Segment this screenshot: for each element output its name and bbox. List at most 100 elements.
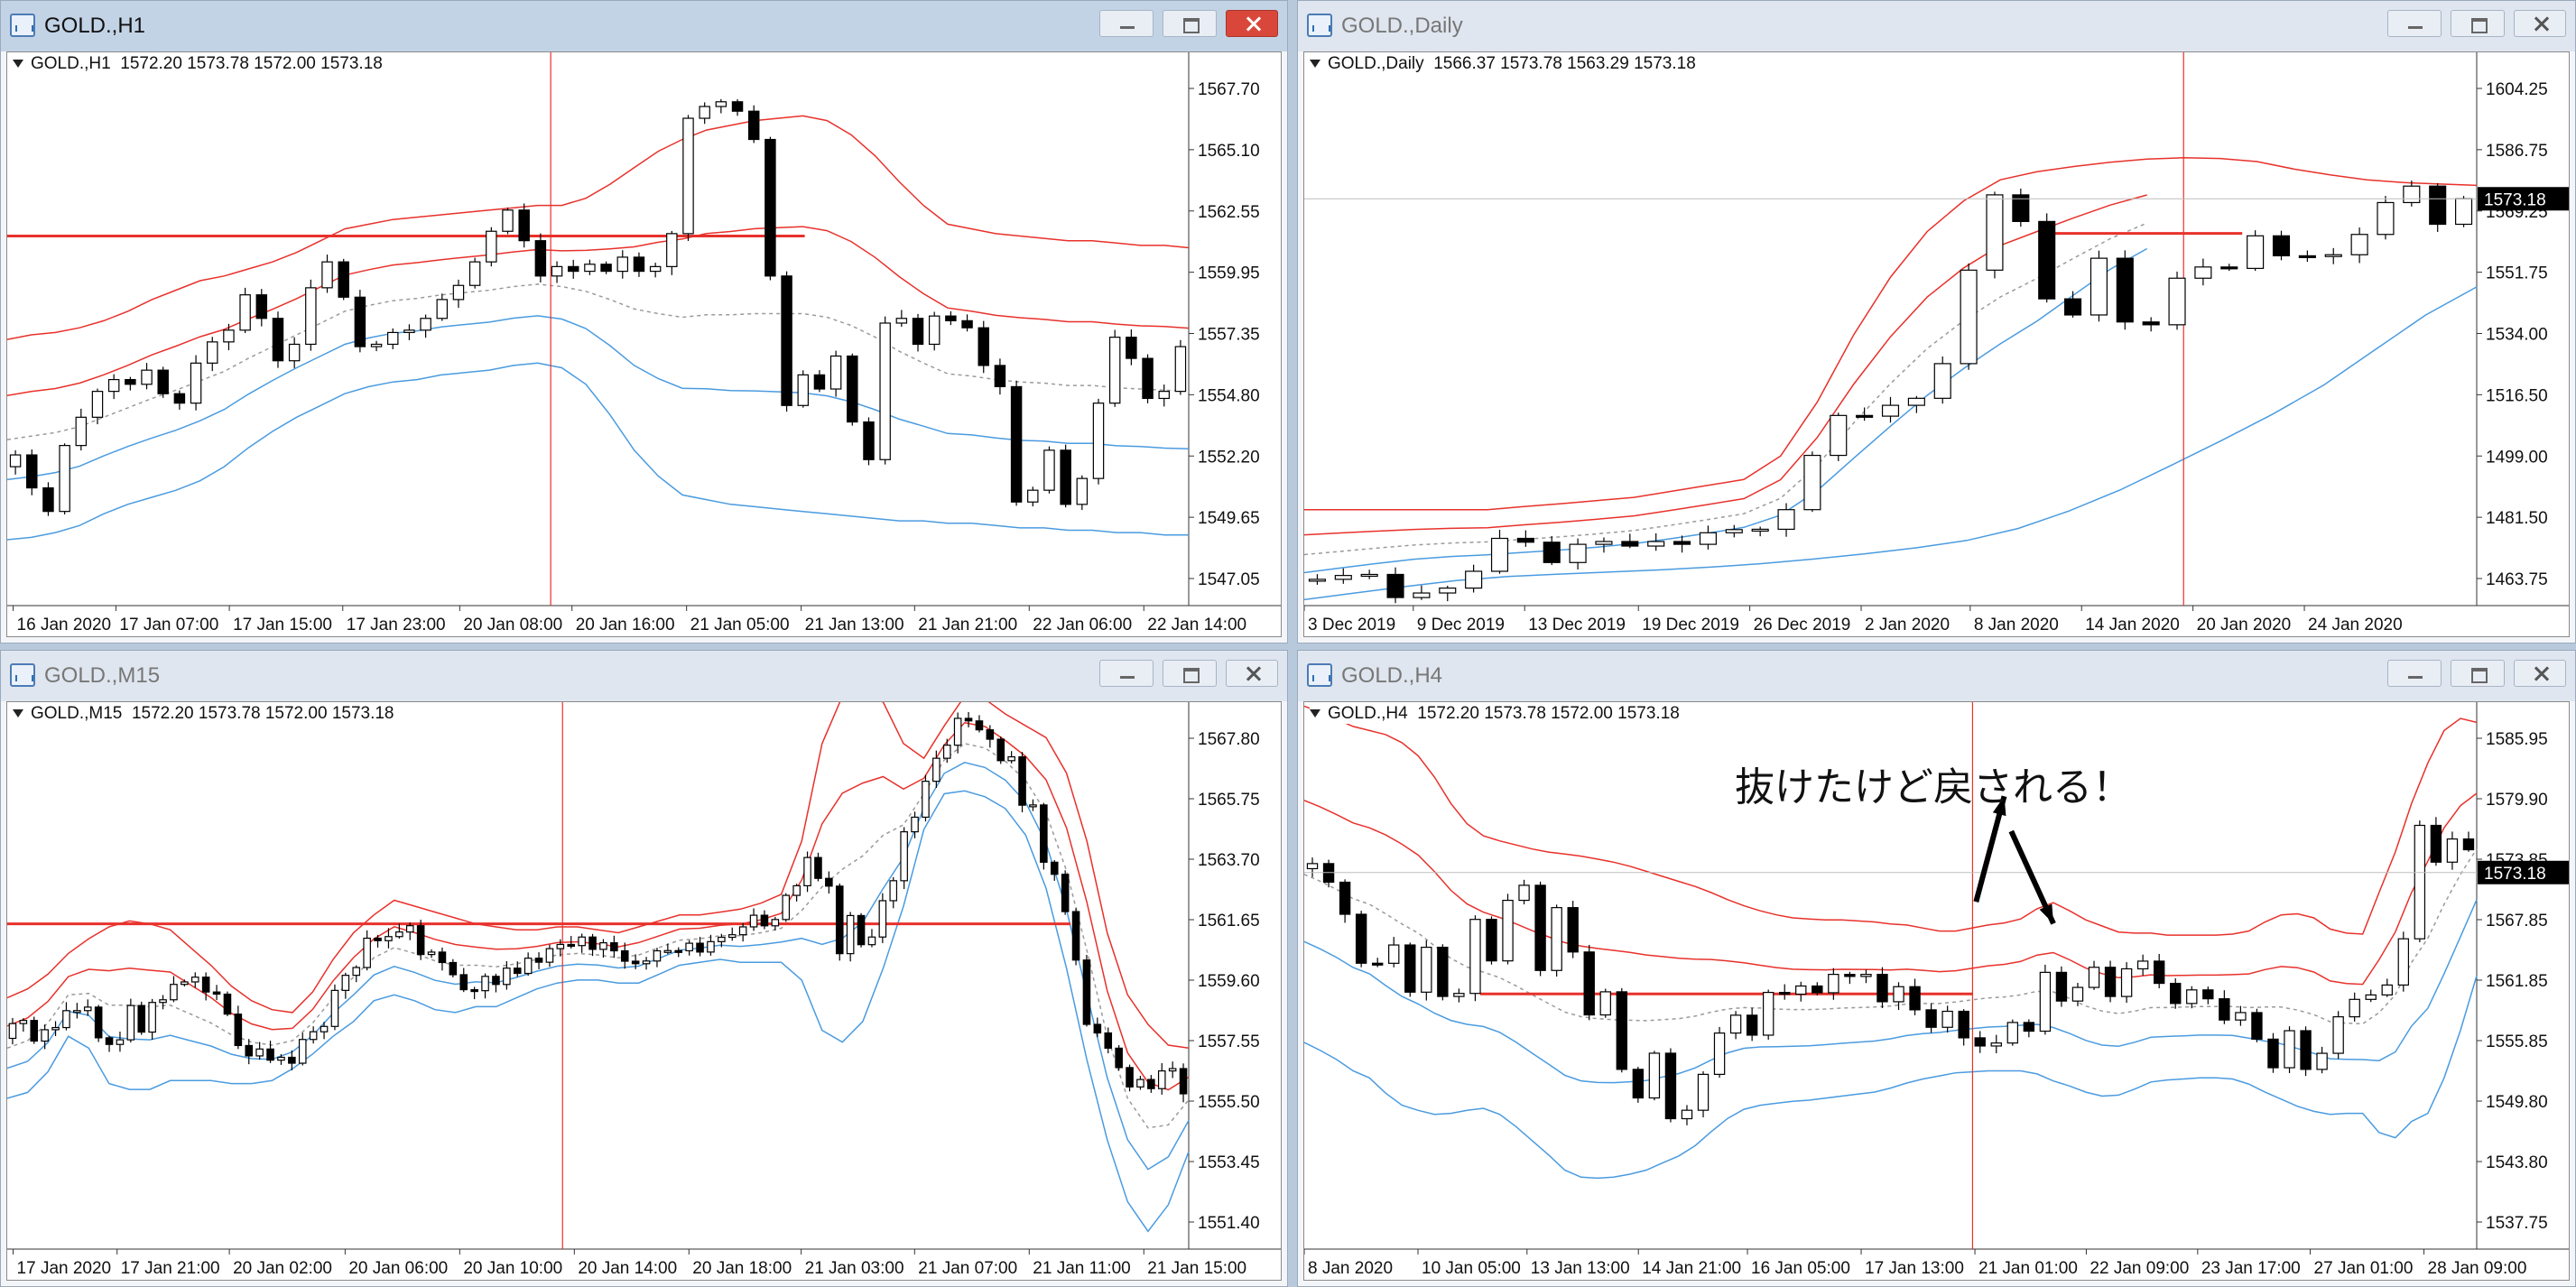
candle-body xyxy=(1126,1067,1134,1088)
candle-body xyxy=(642,960,651,965)
plot-area[interactable] xyxy=(7,702,1189,1249)
candle-body xyxy=(674,949,683,953)
candle-body xyxy=(911,816,919,833)
chart-window-m15[interactable]: GOLD.,M15 1567.80 1565.75 1563.70 1561.65 15… xyxy=(0,650,1288,1287)
chart-window-h1[interactable]: GOLD.,H1 1567.70 1565.10 1562.55 1559.95 155… xyxy=(0,0,1288,644)
plot-area[interactable] xyxy=(1304,702,2477,1249)
candle-body xyxy=(2349,998,2360,1018)
close-button[interactable] xyxy=(2514,10,2566,37)
time-label: 21 Jan 21:00 xyxy=(918,616,1017,634)
price-chart[interactable]: 1585.95 1579.90 1573.85 1567.85 1561.85 1555.… xyxy=(1303,701,2570,1281)
price-chart[interactable]: 1567.70 1565.10 1562.55 1559.95 1557.35 1554.… xyxy=(6,51,1282,637)
candle-body xyxy=(1681,1109,1693,1120)
maximize-button[interactable] xyxy=(2451,660,2505,687)
candle-body xyxy=(502,209,514,232)
title-bar[interactable]: GOLD.,Daily xyxy=(1298,1,2575,51)
chart-svg[interactable]: 1604.251586.751569.251551.751534.001516.… xyxy=(1304,52,2570,637)
collapse-triangle-icon[interactable] xyxy=(13,709,23,718)
collapse-triangle-icon[interactable] xyxy=(1310,60,1320,69)
candle-body xyxy=(2071,986,2084,1002)
candle-body xyxy=(1583,951,1595,1016)
chart-window-h4[interactable]: GOLD.,H4 1585.95 1579.90 1573.85 1567.85 156… xyxy=(1297,650,2576,1287)
info-symbol: GOLD.,H4 xyxy=(1328,704,1408,723)
candle-body xyxy=(1516,537,1534,543)
chart-svg[interactable]: 1567.70 1565.10 1562.55 1559.95 1557.35 1554.… xyxy=(7,52,1282,637)
maximize-button[interactable] xyxy=(2451,10,2505,37)
close-button[interactable] xyxy=(1226,660,1278,687)
price-chart[interactable]: 1604.25 1586.75 1569.25 1551.75 1534.00 1516.… xyxy=(1303,51,2570,637)
candle-body xyxy=(405,925,414,933)
minimize-button[interactable] xyxy=(1099,660,1154,687)
minimize-button[interactable] xyxy=(2387,10,2442,37)
candle-body xyxy=(1018,755,1026,806)
price-label: 1543.80 xyxy=(2486,1153,2548,1172)
moving-average-line xyxy=(1304,222,2147,556)
info-symbol: GOLD.,M15 xyxy=(31,704,123,723)
candle-body xyxy=(846,914,855,955)
price-label: 1563.70 xyxy=(1198,851,1260,870)
candle-body xyxy=(2377,201,2395,236)
close-button[interactable] xyxy=(2514,660,2566,687)
candle-body xyxy=(707,940,715,953)
time-label: 20 Jan 02:00 xyxy=(233,1259,332,1278)
candle-body xyxy=(190,362,202,404)
candle-body xyxy=(1595,541,1613,545)
minimize-button[interactable] xyxy=(1099,10,1154,37)
close-button[interactable] xyxy=(1226,10,1278,37)
candle-body xyxy=(747,110,760,141)
title-bar[interactable]: GOLD.,H4 xyxy=(1298,651,2575,701)
maximize-button[interactable] xyxy=(1163,660,1217,687)
candle-body xyxy=(1986,194,2004,271)
collapse-triangle-icon[interactable] xyxy=(1310,709,1320,718)
price-label: 1555.85 xyxy=(2486,1032,2548,1051)
candle-body xyxy=(2381,984,2393,996)
candle-body xyxy=(1108,337,1121,404)
candle-body xyxy=(2429,185,2447,226)
maximize-button[interactable] xyxy=(1163,10,1217,37)
plot-area[interactable] xyxy=(1304,52,2477,606)
candle-body xyxy=(2012,194,2030,222)
candle-body xyxy=(2219,998,2230,1021)
collapse-triangle-icon[interactable] xyxy=(13,60,23,69)
time-label: 21 Jan 05:00 xyxy=(690,616,790,634)
candle-body xyxy=(1543,542,1561,563)
candle-body xyxy=(588,936,597,950)
candle-body xyxy=(2300,1030,2312,1070)
candle-body xyxy=(436,299,449,319)
candle-body xyxy=(942,745,951,759)
candle-body xyxy=(338,261,349,298)
title-bar[interactable]: GOLD.,M15 xyxy=(1,651,1287,701)
candle-body xyxy=(1179,1068,1188,1095)
inner-upper-band-line xyxy=(1304,792,2478,986)
price-label: 1565.10 xyxy=(1198,142,1260,161)
candle-body xyxy=(2090,257,2108,316)
candle-body xyxy=(1828,974,1839,994)
candle-body xyxy=(1060,449,1071,505)
candle-body xyxy=(116,1039,125,1045)
candle-body xyxy=(2247,235,2265,269)
candle-body xyxy=(600,264,612,273)
plot-area[interactable] xyxy=(7,52,1189,606)
chart-svg[interactable]: 1585.951579.901573.851567.851561.851555.… xyxy=(1304,702,2570,1281)
candle-body xyxy=(1126,337,1137,359)
candle-body xyxy=(878,900,887,938)
candle-body xyxy=(1502,899,1514,962)
candle-body xyxy=(370,343,383,347)
candle-body xyxy=(2168,277,2186,326)
price-chart[interactable]: 1567.80 1565.75 1563.70 1561.65 1559.60 1557.… xyxy=(6,701,1282,1281)
chart-svg[interactable]: 1567.80 1565.75 1563.70 1561.65 1559.60 1557.… xyxy=(7,702,1282,1281)
chart-window-daily[interactable]: GOLD.,Daily 1604.25 1586.75 1569.25 1551.75… xyxy=(1297,0,2576,644)
candle-body xyxy=(1856,414,1874,418)
time-label: 22 Jan 14:00 xyxy=(1147,616,1246,634)
candle-body xyxy=(1599,991,1611,1016)
price-label: 1559.95 xyxy=(1198,264,1260,283)
candle-body xyxy=(749,914,758,928)
candle-body xyxy=(953,718,962,746)
minimize-button[interactable] xyxy=(2387,660,2442,687)
time-label: 20 Jan 06:00 xyxy=(348,1259,448,1278)
candle-body xyxy=(2430,824,2442,863)
candle-body xyxy=(1076,477,1089,505)
candle-body xyxy=(1104,1032,1113,1049)
candle-body xyxy=(403,329,415,334)
title-bar[interactable]: GOLD.,H1 xyxy=(1,1,1287,51)
